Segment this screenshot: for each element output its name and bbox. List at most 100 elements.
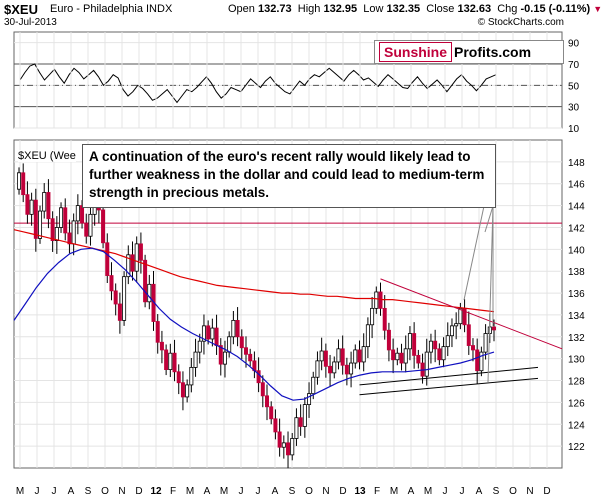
candle-body [412, 333, 417, 356]
x-tick-label: F [170, 486, 176, 497]
candle-body [399, 352, 404, 364]
brand-logo-part1: Sunshine [379, 42, 453, 62]
candle-body [80, 205, 85, 224]
x-tick-label: O [101, 486, 109, 497]
candle-body [21, 172, 26, 196]
x-tick-label: J [52, 486, 57, 497]
copyright-label: © StockCharts.com [477, 17, 564, 28]
candle-body [168, 352, 173, 371]
candle-body [143, 259, 148, 303]
candle-body [193, 351, 198, 368]
candle-body [428, 340, 433, 353]
x-tick-label: M [390, 486, 398, 497]
candle-body [298, 417, 303, 427]
candle-body [307, 393, 312, 405]
candle-body [286, 442, 291, 456]
candle-body [88, 213, 93, 237]
candle-body [117, 303, 122, 321]
candle-body [479, 351, 484, 372]
open-label: Open [228, 3, 255, 15]
x-tick-label: M [16, 486, 24, 497]
price-tick-label: 136 [568, 289, 585, 300]
candle-body [222, 351, 227, 365]
candle-body [214, 327, 219, 346]
x-tick-label: M [220, 486, 228, 497]
candle-body [407, 333, 412, 350]
candle-body [475, 349, 480, 372]
candle-body [378, 291, 383, 309]
high-value: 132.95 [323, 3, 358, 15]
x-tick-label: 12 [150, 486, 162, 497]
x-tick-label: M [424, 486, 432, 497]
high-label: High [297, 3, 321, 15]
price-tick-label: 138 [568, 267, 585, 278]
candle-body [16, 172, 21, 190]
candle-body [336, 348, 341, 363]
candle-body [323, 350, 328, 367]
price-tick-label: 148 [568, 158, 585, 169]
support-trendline-lower [359, 377, 539, 396]
candle-body [273, 418, 278, 433]
close-value: 132.63 [457, 3, 492, 15]
candle-body [395, 352, 400, 361]
candle-body [33, 199, 38, 239]
support-trendline-upper [359, 366, 539, 386]
brand-logo: Sunshine Profits.com [374, 40, 564, 64]
ohlc-readout: Open 132.73 High 132.95 Low 132.35 Close… [228, 3, 602, 15]
candle-body [294, 417, 299, 439]
candle-body [130, 254, 135, 272]
candle-body [424, 351, 429, 377]
candle-body [256, 370, 261, 384]
candle-body [344, 364, 349, 375]
chg-value: -0.15 (-0.11%) [520, 3, 591, 15]
rsi-tick-label: 10 [568, 124, 580, 135]
candle-body [84, 222, 89, 237]
chg-label: Chg [497, 3, 518, 15]
brand-logo-part2: Profits.com [454, 44, 532, 60]
candle-body [189, 367, 194, 386]
candle-body [159, 341, 164, 351]
rsi-tick-label: 70 [568, 60, 580, 71]
candle-body [218, 345, 223, 365]
symbol-label: $XEU [4, 2, 38, 17]
open-value: 132.73 [257, 3, 292, 15]
price-tick-label: 142 [568, 223, 585, 234]
annotation-pointer-line [487, 205, 494, 383]
candle-body [281, 442, 286, 448]
chart-date: 30-Jul-2013 [4, 17, 57, 28]
candle-body [29, 199, 34, 215]
candle-body [38, 210, 43, 239]
down-arrow-icon: ▼ [593, 4, 602, 14]
x-tick-label: A [68, 486, 75, 497]
price-tick-label: 130 [568, 355, 585, 366]
candle-body [403, 348, 408, 364]
price-tick-label: 134 [568, 311, 585, 322]
candle-body [201, 325, 206, 342]
x-tick-label: N [118, 486, 125, 497]
x-tick-label: F [374, 486, 380, 497]
candle-body [134, 243, 139, 272]
x-tick-label: S [493, 486, 500, 497]
x-tick-label: J [443, 486, 448, 497]
candle-body [248, 353, 253, 362]
candle-body [185, 384, 190, 398]
candle-body [290, 438, 295, 456]
candle-body [59, 207, 64, 228]
price-tick-label: 122 [568, 442, 585, 453]
candle-body [113, 290, 118, 305]
candle-body [260, 382, 265, 397]
candle-body [483, 333, 488, 353]
price-tick-label: 128 [568, 377, 585, 388]
candle-body [109, 275, 114, 292]
x-tick-label: N [322, 486, 329, 497]
candle-body [491, 326, 496, 331]
candle-body [122, 276, 127, 321]
rsi-tick-label: 30 [568, 103, 580, 114]
candle-body [231, 319, 236, 338]
candle-body [210, 327, 215, 340]
candle-body [386, 329, 391, 351]
annotation-pointer-line [463, 205, 485, 301]
price-tick-label: 124 [568, 420, 585, 431]
candle-body [67, 232, 72, 245]
close-label: Close [426, 3, 455, 15]
